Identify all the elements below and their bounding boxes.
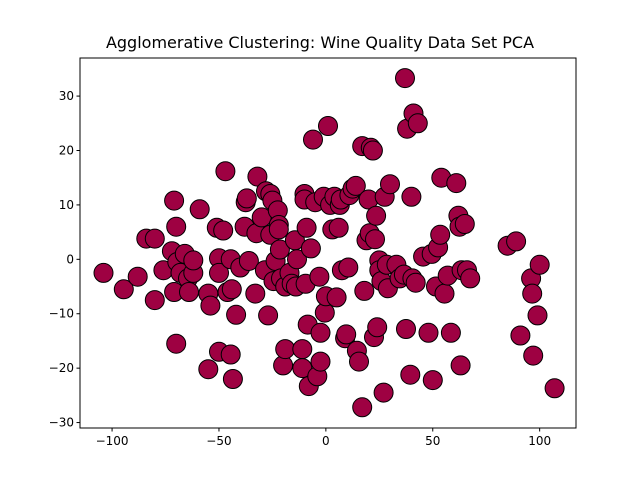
data-point xyxy=(303,129,323,150)
data-point xyxy=(113,279,134,300)
data-point xyxy=(258,305,279,326)
data-point xyxy=(166,216,187,237)
data-point xyxy=(510,325,531,346)
y-tick-label: 10 xyxy=(59,198,74,212)
data-point xyxy=(209,262,229,283)
data-point xyxy=(366,205,387,226)
data-point xyxy=(310,322,331,343)
data-point xyxy=(440,322,461,343)
data-point xyxy=(318,116,338,136)
data-point xyxy=(220,344,241,365)
data-point xyxy=(215,161,236,182)
data-point xyxy=(450,355,471,376)
data-point xyxy=(328,217,349,238)
data-point xyxy=(166,333,187,354)
data-point xyxy=(349,351,369,372)
data-point xyxy=(309,266,330,287)
data-point xyxy=(275,339,296,360)
data-point xyxy=(523,345,544,366)
data-point xyxy=(430,224,451,245)
data-point xyxy=(144,228,165,249)
data-point xyxy=(522,283,543,304)
data-point xyxy=(527,305,548,326)
data-point xyxy=(144,290,165,311)
y-tick-label: 30 xyxy=(59,89,74,103)
x-tick-label: −50 xyxy=(206,434,231,448)
data-point xyxy=(400,364,421,385)
data-point xyxy=(238,251,259,271)
data-point xyxy=(422,370,443,391)
data-point xyxy=(405,272,426,293)
data-point xyxy=(354,280,375,301)
data-point xyxy=(245,283,266,304)
x-tick-label: 50 xyxy=(425,434,440,448)
data-point xyxy=(460,268,481,289)
data-point xyxy=(93,262,114,283)
chart-title: Agglomerative Clustering: Wine Quality D… xyxy=(105,33,535,52)
data-point xyxy=(434,283,455,304)
data-point xyxy=(300,238,321,259)
data-point xyxy=(454,214,475,234)
y-tick-label: −20 xyxy=(49,361,74,375)
data-point xyxy=(221,279,242,300)
data-point xyxy=(345,175,366,196)
data-point xyxy=(446,173,467,194)
data-point xyxy=(506,231,527,252)
y-tick-label: 20 xyxy=(59,144,74,158)
data-point xyxy=(127,266,148,287)
x-tick-label: −100 xyxy=(96,434,129,448)
data-point xyxy=(367,317,388,338)
data-point xyxy=(164,190,185,211)
x-tick-label: 100 xyxy=(528,434,551,448)
data-point xyxy=(396,319,416,339)
y-tick-label: −30 xyxy=(49,416,74,430)
data-point xyxy=(213,220,234,241)
data-point xyxy=(401,186,422,207)
points-layer xyxy=(93,68,565,418)
data-point xyxy=(418,322,439,343)
data-point xyxy=(287,249,307,270)
data-point xyxy=(189,199,210,220)
data-point xyxy=(352,397,373,418)
data-point xyxy=(338,257,359,278)
data-point xyxy=(296,217,317,238)
data-point xyxy=(198,359,219,380)
plot-frame xyxy=(79,57,577,429)
data-point xyxy=(362,140,383,161)
data-point xyxy=(310,351,331,372)
data-point xyxy=(380,174,400,195)
data-point xyxy=(336,324,357,345)
y-tick-label: 0 xyxy=(66,252,74,266)
data-point xyxy=(326,287,347,308)
data-point xyxy=(183,250,204,271)
data-point xyxy=(269,239,290,260)
data-point xyxy=(222,369,243,389)
data-point xyxy=(236,188,257,209)
y-tick-label: −10 xyxy=(49,307,74,321)
data-point xyxy=(200,295,221,316)
data-point xyxy=(529,254,550,275)
data-point xyxy=(395,68,415,89)
data-point xyxy=(247,166,268,187)
data-point xyxy=(544,378,565,399)
data-point xyxy=(179,282,199,302)
data-point xyxy=(407,113,428,134)
x-tick-label: 0 xyxy=(322,434,330,448)
data-point xyxy=(226,304,247,325)
data-point xyxy=(365,229,385,250)
data-point xyxy=(292,339,313,360)
data-point xyxy=(268,219,289,240)
data-point xyxy=(373,382,394,403)
